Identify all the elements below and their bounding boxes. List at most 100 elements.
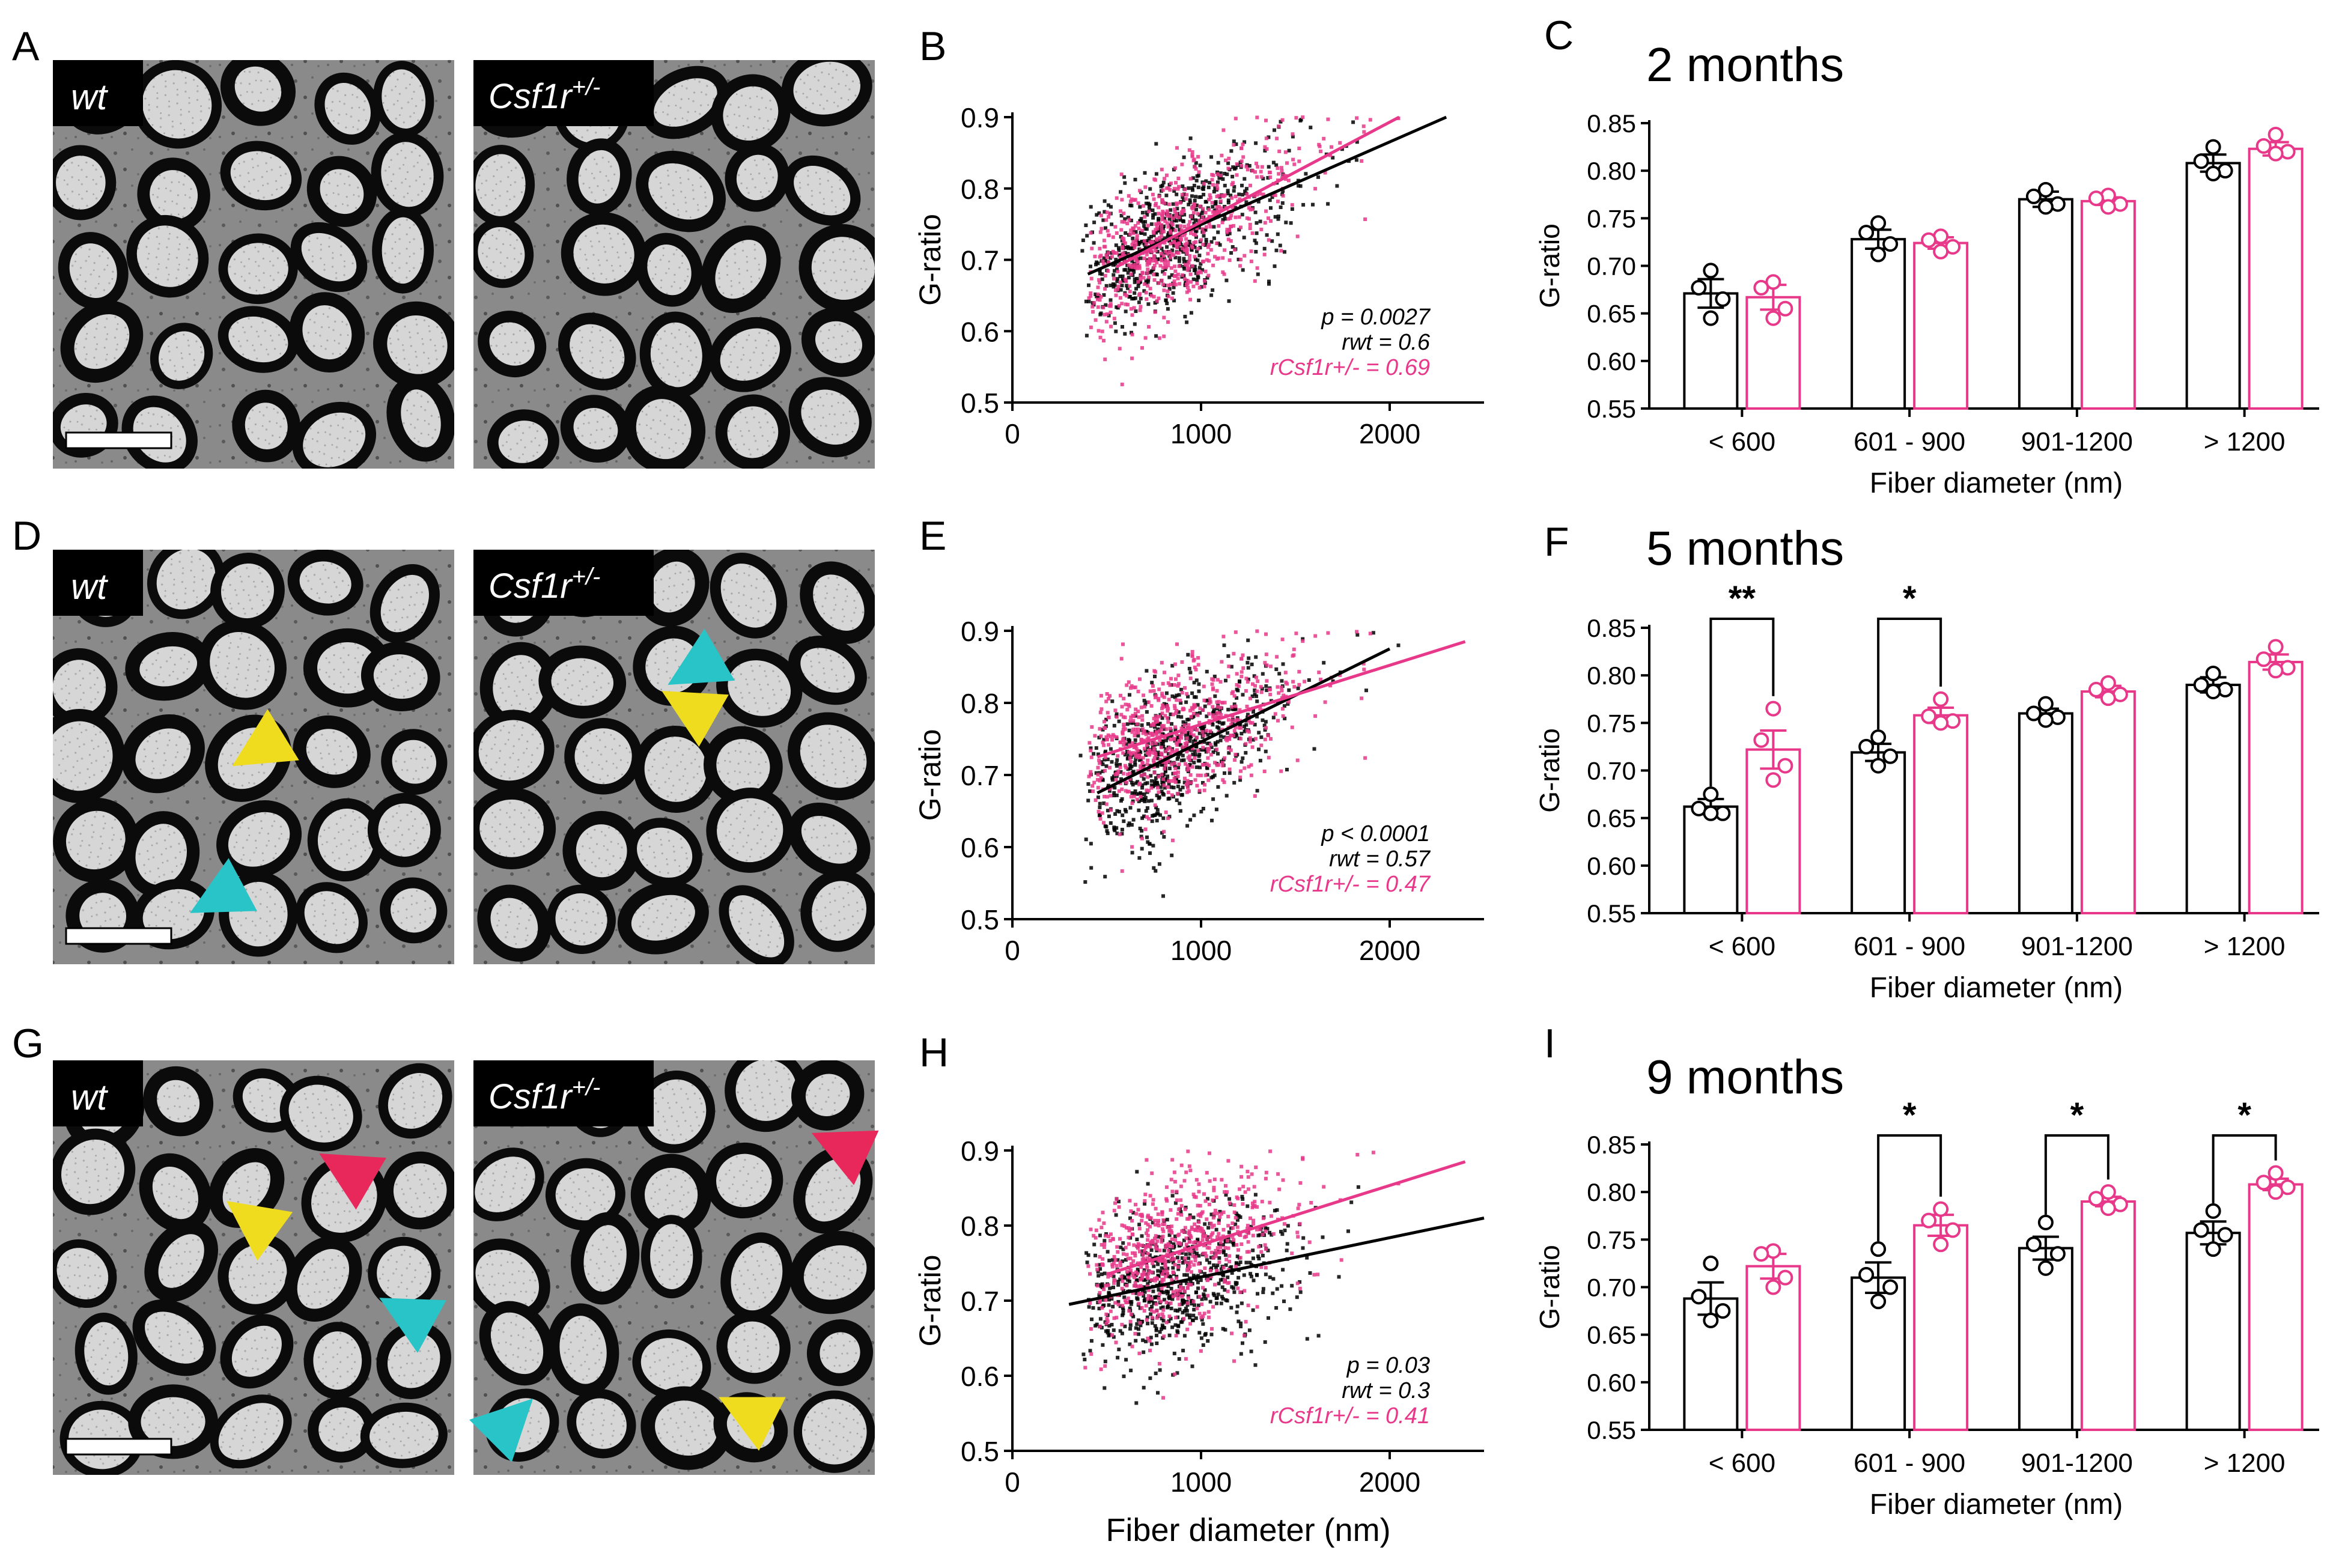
scatter-point [1148,1245,1152,1249]
scatter-point [1199,262,1203,266]
scatter-point [1098,1324,1102,1328]
scatter-point [1135,276,1139,281]
scatter-point [1216,1292,1220,1296]
y-tick-label: 0.7 [961,760,999,791]
scatter-point [1108,1239,1112,1243]
scatter-point [1292,653,1296,657]
scatter-point [1166,720,1170,724]
scatter-point [1098,761,1102,765]
scatter-point [1246,1303,1250,1307]
scatter-point [1190,150,1194,154]
scatter-point [1278,243,1282,248]
scatter-point [1155,717,1159,721]
yellow-arrow [232,709,299,767]
scatter-point [1326,202,1330,206]
scatter-point [1206,1226,1211,1230]
scatter-point [1238,679,1242,683]
scatter-point [1184,1357,1188,1361]
myelinated-axon [793,1390,875,1473]
scatter-point [1233,1222,1238,1226]
scatter-point [1127,703,1131,707]
scatter-point [1129,686,1133,690]
scatter-point [1239,163,1244,168]
scatter-point [1307,1240,1312,1244]
scatter-point [1111,282,1115,286]
scatter-point [1216,230,1220,234]
scatter-point [1154,258,1158,263]
scatter-point [1268,1149,1273,1153]
myelinated-axon [126,214,209,298]
scatter-point [1134,1339,1138,1343]
scatter-point [1116,284,1121,288]
scatter-point [1162,1298,1166,1302]
scatter-point [1277,149,1282,153]
scatter-point [1171,1266,1175,1270]
data-point [1777,1269,1793,1286]
scatter-point [1125,222,1130,225]
scatter-point [1183,1226,1187,1230]
scatter-point [1241,142,1245,147]
scatter-point [1217,1260,1221,1264]
scatter-point [1099,1367,1103,1372]
scatter-point [1092,301,1097,305]
scatter-point [1157,774,1161,779]
myelinated-axon [708,317,791,392]
scatter-point [1121,253,1125,257]
scatter-point [1097,1307,1101,1311]
scatter-point [1204,199,1208,204]
scatter-point [1226,201,1230,205]
scatter-point [1110,778,1115,782]
scatter-point [1124,765,1128,770]
scatter-point [1092,1233,1096,1238]
scatter-point [1243,725,1246,729]
scatter-point [1119,777,1123,781]
scatter-point [1107,215,1111,219]
scatter-point [1176,184,1181,189]
scatter-point [1218,734,1223,738]
scatter-point [1146,1233,1150,1238]
scatter-point [1263,1243,1267,1247]
scatter-point [1109,808,1113,812]
myelinated-axon [781,60,872,127]
scatter-point [1170,664,1175,668]
scatter-point [1179,1285,1182,1289]
scatter-point [1229,239,1233,243]
scatter-point [1116,1258,1120,1262]
scatter-point [1248,226,1252,230]
scatter-point [1084,299,1088,303]
scatter-point [1146,1288,1151,1292]
scatter-point [1145,1256,1149,1260]
scatter-point [1239,1164,1244,1168]
scatter-point [1118,1277,1122,1281]
scatter-point [1280,637,1285,642]
scatter-point [1144,201,1148,205]
scatter-point [1263,145,1267,149]
scatter-point [1263,728,1267,732]
scatter-point [1187,1256,1191,1260]
y-tick-label: 0.85 [1587,1131,1636,1159]
scatter-point [1129,272,1133,276]
scatter-point [1151,1241,1155,1245]
scatter-point [1179,1198,1183,1202]
scatter-point [1299,118,1303,122]
scatter-point [1254,1165,1258,1170]
scatter-point [1149,779,1154,783]
scatter-point [1188,754,1191,758]
scatter-point [1188,1313,1192,1317]
scatter-point [1180,792,1184,797]
scatter-point [1246,679,1250,684]
scatter-point [1136,201,1140,205]
scatter-point [1104,320,1109,324]
scatter-point [1185,1268,1190,1272]
scatter-point [1166,284,1170,287]
scatter-point [1221,1296,1225,1301]
scatter-point [1146,284,1150,288]
scatter-point [1256,199,1261,204]
scatter-point [1173,1372,1177,1376]
scatter-point [1145,1158,1149,1162]
scatter-point [1160,661,1164,665]
scatter-point [1224,1193,1228,1197]
bar-chart-i: 9 months0.550.600.650.700.750.800.85G-ra… [1534,1050,2319,1521]
scatter-point [1230,719,1234,723]
scatter-point [1171,713,1175,717]
